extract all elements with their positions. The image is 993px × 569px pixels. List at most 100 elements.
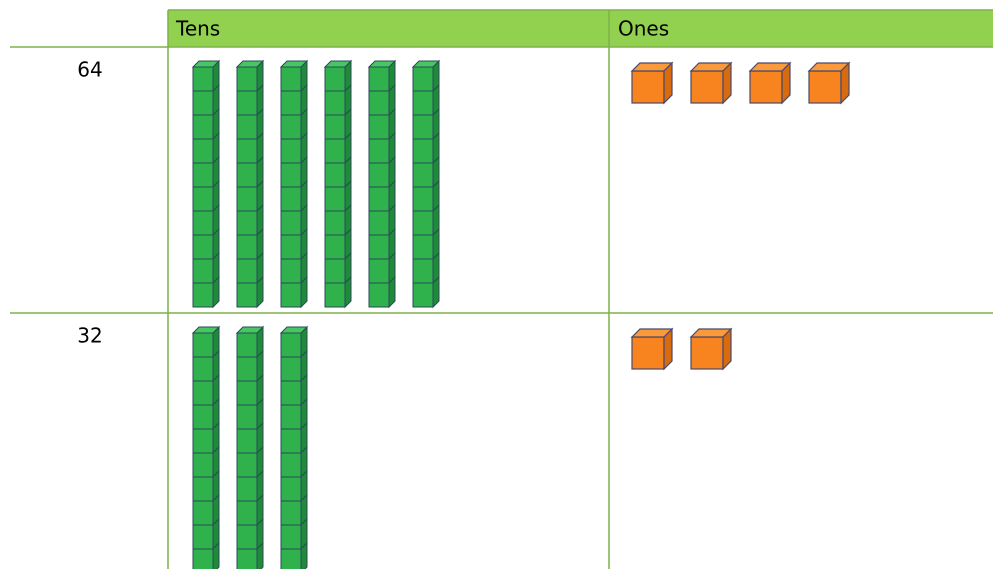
rod-unit-front bbox=[412, 114, 434, 140]
ones-cubes bbox=[630, 327, 733, 371]
rod-unit-front bbox=[236, 476, 258, 502]
rod-unit-front bbox=[368, 282, 390, 308]
cube-front bbox=[690, 336, 724, 370]
rod-unit-side bbox=[256, 541, 264, 569]
rod-unit-front bbox=[236, 282, 258, 308]
rod-top bbox=[191, 326, 221, 334]
rod-unit-front bbox=[368, 66, 390, 92]
rod-unit-front bbox=[324, 234, 346, 260]
rod-unit-front bbox=[412, 234, 434, 260]
rod-unit-front bbox=[412, 66, 434, 92]
rod-unit-front bbox=[236, 500, 258, 526]
rod-unit-front bbox=[236, 138, 258, 164]
rod-unit-front bbox=[236, 524, 258, 550]
cube-front bbox=[808, 70, 842, 104]
rod-unit-side bbox=[344, 275, 352, 309]
rod-unit-front bbox=[280, 138, 302, 164]
rod-unit-front bbox=[368, 90, 390, 116]
rod-unit-front bbox=[324, 162, 346, 188]
rod-unit-front bbox=[280, 282, 302, 308]
rod-top bbox=[191, 60, 221, 68]
cube-side bbox=[722, 327, 732, 371]
rod-unit-front bbox=[280, 186, 302, 212]
rod-unit-front bbox=[412, 210, 434, 236]
cube-front bbox=[631, 70, 665, 104]
ten-rod bbox=[279, 59, 309, 309]
rod-unit-front bbox=[280, 476, 302, 502]
rod-unit-front bbox=[368, 162, 390, 188]
cube-side bbox=[781, 61, 791, 105]
rod-unit-front bbox=[280, 452, 302, 478]
cube-side bbox=[840, 61, 850, 105]
ten-rod bbox=[367, 59, 397, 309]
one-cube bbox=[748, 61, 792, 105]
rod-unit-front bbox=[280, 66, 302, 92]
rod-unit-front bbox=[192, 162, 214, 188]
rod-unit-front bbox=[236, 258, 258, 284]
row-number: 64 bbox=[77, 58, 102, 82]
rod-unit-front bbox=[324, 282, 346, 308]
rod-unit-front bbox=[368, 210, 390, 236]
rod-unit-front bbox=[280, 234, 302, 260]
rod-unit-front bbox=[368, 234, 390, 260]
rod-unit-front bbox=[192, 282, 214, 308]
rod-unit-side bbox=[256, 275, 264, 309]
rod-unit-front bbox=[192, 114, 214, 140]
rod-unit-front bbox=[236, 380, 258, 406]
rod-unit-front bbox=[368, 186, 390, 212]
rod-unit-front bbox=[192, 476, 214, 502]
rod-unit-front bbox=[192, 186, 214, 212]
rod-unit-front bbox=[324, 66, 346, 92]
rod-unit-front bbox=[280, 548, 302, 569]
rod-unit-front bbox=[236, 114, 258, 140]
rod-unit-front bbox=[236, 234, 258, 260]
rod-unit-front bbox=[236, 452, 258, 478]
rod-unit-side bbox=[212, 541, 220, 569]
ten-rod bbox=[279, 325, 309, 569]
rod-top bbox=[279, 326, 309, 334]
rod-unit-front bbox=[368, 138, 390, 164]
rod-unit-front bbox=[192, 548, 214, 569]
cube-side bbox=[663, 327, 673, 371]
rod-unit-front bbox=[280, 380, 302, 406]
ones-cubes bbox=[630, 61, 851, 105]
rod-unit-front bbox=[280, 500, 302, 526]
header-row bbox=[168, 10, 993, 47]
rod-unit-front bbox=[412, 186, 434, 212]
rod-unit-front bbox=[192, 404, 214, 430]
rod-unit-side bbox=[388, 275, 396, 309]
rod-unit-front bbox=[280, 114, 302, 140]
header-cell: Ones bbox=[618, 17, 669, 41]
rod-unit-front bbox=[236, 332, 258, 358]
rod-unit-front bbox=[280, 524, 302, 550]
rod-unit-front bbox=[192, 66, 214, 92]
rod-unit-front bbox=[280, 356, 302, 382]
rod-unit-front bbox=[192, 380, 214, 406]
rod-unit-front bbox=[280, 90, 302, 116]
rod-unit-front bbox=[236, 356, 258, 382]
rod-unit-front bbox=[192, 524, 214, 550]
one-cube bbox=[689, 61, 733, 105]
rod-unit-side bbox=[212, 275, 220, 309]
rod-top bbox=[279, 60, 309, 68]
rod-top bbox=[411, 60, 441, 68]
rod-unit-front bbox=[192, 234, 214, 260]
one-cube bbox=[630, 61, 674, 105]
rod-top bbox=[367, 60, 397, 68]
rod-unit-front bbox=[192, 500, 214, 526]
ten-rod bbox=[191, 325, 221, 569]
rod-unit-front bbox=[236, 90, 258, 116]
rod-unit-side bbox=[300, 275, 308, 309]
rod-unit-front bbox=[280, 162, 302, 188]
rod-unit-front bbox=[192, 428, 214, 454]
cube-side bbox=[722, 61, 732, 105]
rod-unit-front bbox=[280, 332, 302, 358]
rod-unit-front bbox=[412, 282, 434, 308]
rod-unit-front bbox=[412, 90, 434, 116]
rod-unit-side bbox=[300, 541, 308, 569]
ten-rod bbox=[323, 59, 353, 309]
rod-unit-front bbox=[192, 356, 214, 382]
rod-unit-front bbox=[412, 138, 434, 164]
